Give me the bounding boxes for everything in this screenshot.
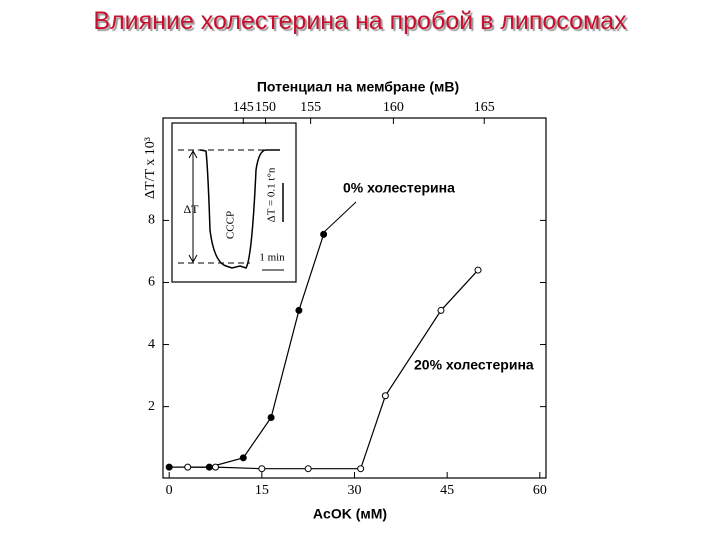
x-tick-label: 60 xyxy=(533,483,547,498)
annotation: 20% холестерина xyxy=(414,357,534,373)
y-tick-label: 4 xyxy=(148,337,155,352)
data-point xyxy=(258,465,266,473)
x2-tick-label: 145 xyxy=(233,100,254,115)
slide-title: Влияние холестерина на пробой в липосома… xyxy=(93,7,627,35)
data-point xyxy=(212,463,220,471)
data-point xyxy=(381,392,389,400)
x-axis-title: AcOK (мМ) xyxy=(313,506,387,522)
y-tick-label: 8 xyxy=(148,213,155,228)
annotation: 0% холестерина xyxy=(343,180,455,196)
x2-tick-label: 155 xyxy=(300,100,321,115)
data-point xyxy=(267,413,275,421)
plot-frame xyxy=(162,117,547,479)
y-tick-label: 2 xyxy=(148,399,155,414)
series-line xyxy=(169,234,325,468)
inset xyxy=(171,122,297,283)
data-point xyxy=(474,266,482,274)
top-axis-title: Потенциал на мембране (мВ) xyxy=(257,79,459,95)
data-point xyxy=(165,463,173,471)
inset-trace xyxy=(199,149,280,269)
inset-label: ΔT = 0.1 t°n xyxy=(266,167,278,222)
x2-tick-label: 165 xyxy=(474,100,495,115)
data-point xyxy=(295,306,303,314)
y-tick-label: 6 xyxy=(148,275,155,290)
data-point xyxy=(239,454,247,462)
inset-label: 1 min xyxy=(259,252,285,264)
x-tick-label: 15 xyxy=(255,483,269,498)
inset-frame xyxy=(171,122,297,283)
x-tick-label: 0 xyxy=(166,483,173,498)
x-tick-label: 30 xyxy=(348,483,362,498)
inset-arrowheads xyxy=(188,149,198,264)
data-point xyxy=(357,465,365,473)
leader-line xyxy=(321,201,357,235)
inset-label: ΔT xyxy=(183,202,199,216)
y-axis-title: ΔT/T x 10³ xyxy=(143,137,158,199)
data-point xyxy=(437,306,445,314)
data-point xyxy=(320,230,328,238)
x-tick-label: 45 xyxy=(440,483,454,498)
data-point xyxy=(304,465,312,473)
series-line xyxy=(187,269,479,470)
data-point xyxy=(184,463,192,471)
x2-tick-label: 150 xyxy=(255,100,276,115)
inset-label: CCCP xyxy=(225,211,237,239)
x2-tick-label: 160 xyxy=(383,100,404,115)
